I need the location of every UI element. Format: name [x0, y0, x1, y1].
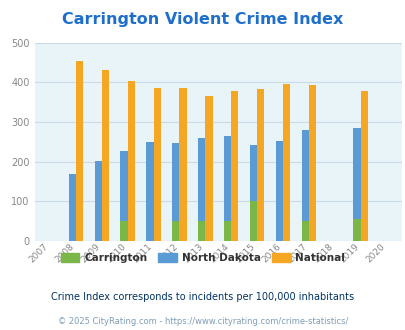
Text: Crime Index corresponds to incidents per 100,000 inhabitants: Crime Index corresponds to incidents per…	[51, 292, 354, 302]
Bar	[120, 221, 127, 241]
Bar	[102, 70, 109, 241]
Bar	[198, 138, 205, 241]
Bar	[205, 96, 212, 241]
Bar	[360, 91, 367, 241]
Bar	[172, 221, 179, 241]
Text: Carrington Violent Crime Index: Carrington Violent Crime Index	[62, 12, 343, 26]
Bar	[94, 161, 102, 241]
Bar	[249, 201, 256, 241]
Bar	[146, 142, 153, 241]
Bar	[301, 221, 308, 241]
Bar	[120, 150, 127, 241]
Bar	[224, 221, 230, 241]
Bar	[352, 128, 360, 241]
Bar	[127, 81, 134, 241]
Bar	[249, 146, 256, 241]
Bar	[275, 141, 282, 241]
Bar	[256, 89, 264, 241]
Bar	[172, 143, 179, 241]
Bar	[198, 221, 205, 241]
Bar	[68, 174, 76, 241]
Bar	[179, 88, 186, 241]
Bar	[301, 130, 308, 241]
Bar	[230, 91, 238, 241]
Legend: Carrington, North Dakota, National: Carrington, North Dakota, National	[56, 249, 349, 267]
Bar	[153, 88, 160, 241]
Bar	[76, 61, 83, 241]
Bar	[224, 136, 230, 241]
Bar	[352, 219, 360, 241]
Bar	[282, 84, 290, 241]
Text: © 2025 CityRating.com - https://www.cityrating.com/crime-statistics/: © 2025 CityRating.com - https://www.city…	[58, 317, 347, 326]
Bar	[308, 85, 315, 241]
